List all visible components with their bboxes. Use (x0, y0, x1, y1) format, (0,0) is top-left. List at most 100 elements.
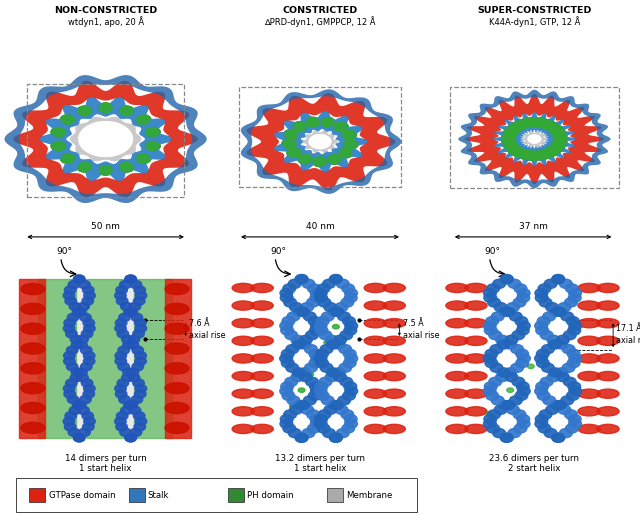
Ellipse shape (549, 142, 564, 152)
Ellipse shape (316, 358, 328, 368)
Ellipse shape (124, 308, 135, 316)
Ellipse shape (298, 388, 305, 392)
Ellipse shape (323, 279, 335, 288)
Ellipse shape (326, 340, 339, 349)
Ellipse shape (512, 331, 525, 340)
Ellipse shape (77, 162, 92, 172)
Ellipse shape (77, 373, 88, 382)
Ellipse shape (251, 371, 273, 381)
Ellipse shape (165, 383, 189, 394)
Ellipse shape (136, 115, 151, 125)
Ellipse shape (76, 340, 87, 349)
Ellipse shape (578, 319, 600, 328)
Polygon shape (458, 90, 611, 188)
Ellipse shape (307, 372, 314, 376)
Polygon shape (273, 111, 368, 173)
Ellipse shape (342, 130, 355, 139)
Polygon shape (521, 131, 548, 147)
Ellipse shape (522, 150, 534, 160)
Ellipse shape (339, 345, 351, 354)
Ellipse shape (325, 372, 338, 382)
Ellipse shape (52, 142, 65, 150)
Ellipse shape (364, 389, 387, 398)
Ellipse shape (74, 434, 85, 442)
Ellipse shape (520, 150, 536, 160)
Ellipse shape (298, 154, 314, 164)
Ellipse shape (535, 321, 548, 330)
Ellipse shape (502, 139, 517, 148)
Ellipse shape (280, 293, 293, 302)
Ellipse shape (134, 286, 145, 294)
Ellipse shape (74, 275, 85, 283)
Ellipse shape (497, 368, 510, 377)
Polygon shape (492, 112, 577, 166)
Ellipse shape (77, 335, 88, 344)
Ellipse shape (499, 401, 511, 409)
Ellipse shape (74, 434, 85, 442)
Ellipse shape (137, 115, 150, 124)
Ellipse shape (324, 303, 337, 312)
Ellipse shape (506, 126, 518, 135)
Ellipse shape (568, 293, 581, 302)
Ellipse shape (132, 346, 143, 354)
Ellipse shape (337, 279, 349, 288)
Ellipse shape (137, 154, 150, 163)
Ellipse shape (75, 308, 86, 316)
Ellipse shape (285, 331, 298, 340)
Ellipse shape (553, 130, 566, 140)
Ellipse shape (65, 412, 76, 420)
Ellipse shape (120, 281, 131, 289)
Ellipse shape (446, 389, 468, 398)
Ellipse shape (512, 377, 525, 386)
Ellipse shape (294, 307, 307, 316)
Polygon shape (69, 115, 142, 163)
Ellipse shape (317, 424, 330, 433)
Ellipse shape (544, 428, 557, 438)
Ellipse shape (345, 288, 358, 298)
Ellipse shape (314, 354, 327, 363)
Text: 3.7 nm: 3.7 nm (521, 148, 548, 157)
Ellipse shape (315, 382, 328, 391)
Ellipse shape (321, 118, 333, 127)
Ellipse shape (328, 401, 341, 409)
Ellipse shape (507, 388, 514, 392)
Ellipse shape (310, 387, 323, 396)
Polygon shape (86, 279, 124, 438)
Ellipse shape (515, 149, 528, 158)
Ellipse shape (465, 301, 487, 310)
Ellipse shape (280, 419, 292, 428)
Ellipse shape (550, 143, 563, 152)
Ellipse shape (319, 377, 332, 386)
Ellipse shape (284, 130, 299, 140)
Ellipse shape (115, 357, 127, 365)
Ellipse shape (333, 372, 346, 382)
Ellipse shape (232, 424, 254, 434)
Ellipse shape (552, 274, 564, 284)
Ellipse shape (65, 297, 76, 305)
Ellipse shape (74, 275, 85, 283)
Text: 17.1 Å
axial rise: 17.1 Å axial rise (616, 324, 640, 345)
Polygon shape (39, 97, 172, 181)
Ellipse shape (70, 335, 82, 344)
Ellipse shape (504, 126, 520, 136)
Ellipse shape (555, 368, 568, 377)
Ellipse shape (535, 288, 548, 298)
Ellipse shape (344, 293, 357, 302)
Ellipse shape (545, 146, 560, 156)
Ellipse shape (65, 423, 76, 431)
Ellipse shape (328, 154, 340, 164)
Ellipse shape (536, 349, 549, 358)
Ellipse shape (596, 407, 619, 416)
Ellipse shape (302, 428, 315, 438)
Ellipse shape (506, 143, 518, 152)
Ellipse shape (494, 303, 507, 312)
Ellipse shape (300, 372, 312, 382)
Ellipse shape (145, 127, 160, 137)
Ellipse shape (21, 343, 45, 354)
Ellipse shape (84, 417, 95, 425)
Ellipse shape (516, 358, 529, 368)
Ellipse shape (120, 428, 131, 436)
Ellipse shape (446, 336, 468, 346)
Ellipse shape (495, 335, 508, 345)
Ellipse shape (343, 139, 358, 149)
